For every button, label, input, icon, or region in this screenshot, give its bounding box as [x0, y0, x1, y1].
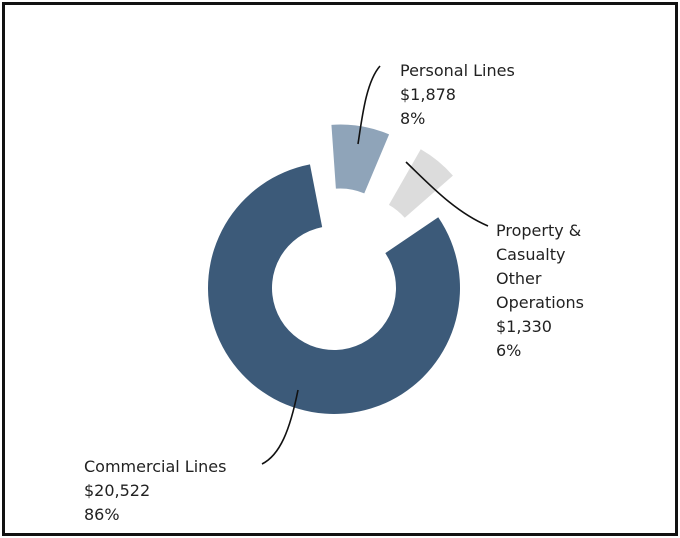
- leader-line-commercial-lines: [261, 389, 299, 465]
- slices-group: [208, 124, 460, 414]
- leader-lines-group: [261, 65, 489, 465]
- label-value: $20,522: [84, 481, 150, 500]
- label-percent: 86%: [84, 505, 120, 524]
- label-personal-lines: Personal Lines $1,878 8%: [400, 61, 515, 128]
- label-property-casualty-other-operations: Property & Casualty Other Operations $1,…: [496, 221, 584, 360]
- slice-personal-lines: [331, 124, 390, 194]
- label-percent: 6%: [496, 341, 521, 360]
- leader-line-personal-lines: [357, 65, 381, 145]
- label-name: Commercial Lines: [84, 457, 226, 476]
- slice-property-casualty-other-operations: [388, 149, 453, 218]
- label-percent: 8%: [400, 109, 425, 128]
- label-value: $1,878: [400, 85, 456, 104]
- slice-commercial-lines: [208, 164, 460, 414]
- leader-line-property-casualty: [405, 161, 489, 227]
- label-name-line-2: Casualty: [496, 245, 565, 264]
- label-value: $1,330: [496, 317, 552, 336]
- label-name-line-4: Operations: [496, 293, 584, 312]
- label-name: Personal Lines: [400, 61, 515, 80]
- label-commercial-lines: Commercial Lines $20,522 86%: [84, 457, 226, 524]
- label-name-line-3: Other: [496, 269, 542, 288]
- label-name-line-1: Property &: [496, 221, 581, 240]
